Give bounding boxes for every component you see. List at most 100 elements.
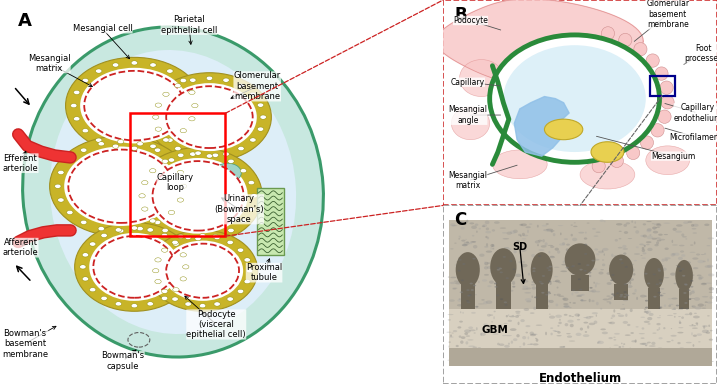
Ellipse shape: [635, 339, 637, 343]
Ellipse shape: [237, 248, 244, 252]
Ellipse shape: [454, 280, 460, 282]
Ellipse shape: [478, 303, 485, 305]
Ellipse shape: [601, 362, 606, 363]
Ellipse shape: [685, 284, 688, 286]
Ellipse shape: [678, 266, 680, 268]
Ellipse shape: [505, 303, 506, 304]
Ellipse shape: [545, 332, 547, 335]
Ellipse shape: [675, 274, 682, 277]
Ellipse shape: [448, 276, 450, 278]
Ellipse shape: [503, 323, 508, 324]
Ellipse shape: [584, 349, 591, 352]
Ellipse shape: [452, 330, 457, 332]
Ellipse shape: [465, 333, 468, 335]
Ellipse shape: [646, 235, 653, 239]
Ellipse shape: [570, 324, 574, 327]
Ellipse shape: [646, 241, 652, 243]
Ellipse shape: [647, 248, 652, 251]
Ellipse shape: [567, 320, 574, 323]
Ellipse shape: [657, 270, 661, 271]
Ellipse shape: [559, 282, 561, 283]
Ellipse shape: [623, 300, 628, 301]
Ellipse shape: [508, 290, 509, 292]
Ellipse shape: [706, 283, 712, 284]
Ellipse shape: [645, 265, 647, 267]
Ellipse shape: [574, 291, 579, 293]
Ellipse shape: [492, 351, 495, 354]
Ellipse shape: [470, 242, 473, 244]
Ellipse shape: [536, 264, 538, 267]
Ellipse shape: [540, 281, 545, 284]
Ellipse shape: [173, 242, 179, 246]
Ellipse shape: [478, 228, 481, 230]
Ellipse shape: [622, 245, 627, 248]
Ellipse shape: [596, 314, 597, 317]
Ellipse shape: [618, 314, 625, 317]
Ellipse shape: [698, 341, 701, 343]
Ellipse shape: [609, 255, 633, 285]
Ellipse shape: [54, 184, 61, 189]
Ellipse shape: [561, 264, 567, 265]
Ellipse shape: [155, 280, 161, 284]
Ellipse shape: [681, 300, 687, 301]
Ellipse shape: [470, 299, 473, 301]
Ellipse shape: [611, 296, 613, 298]
Ellipse shape: [481, 299, 485, 301]
Ellipse shape: [562, 298, 566, 300]
Ellipse shape: [614, 333, 620, 335]
Ellipse shape: [493, 333, 499, 335]
Ellipse shape: [101, 296, 108, 300]
Ellipse shape: [485, 227, 489, 230]
Ellipse shape: [178, 234, 184, 238]
Text: Podocyte
(visceral
epithelial cell): Podocyte (visceral epithelial cell): [186, 310, 246, 339]
Ellipse shape: [633, 273, 635, 276]
Ellipse shape: [611, 262, 612, 265]
Ellipse shape: [600, 328, 606, 330]
Ellipse shape: [685, 308, 689, 310]
Ellipse shape: [708, 237, 714, 239]
Ellipse shape: [621, 262, 624, 264]
Ellipse shape: [653, 227, 655, 230]
Ellipse shape: [637, 351, 642, 354]
Ellipse shape: [498, 358, 503, 360]
Ellipse shape: [703, 261, 706, 262]
Ellipse shape: [460, 291, 463, 293]
Ellipse shape: [503, 286, 505, 289]
Ellipse shape: [597, 341, 604, 344]
Ellipse shape: [458, 259, 462, 261]
Ellipse shape: [680, 295, 686, 296]
Ellipse shape: [180, 78, 186, 83]
Ellipse shape: [95, 69, 102, 73]
Ellipse shape: [626, 269, 630, 273]
Polygon shape: [436, 0, 643, 83]
Ellipse shape: [541, 296, 543, 300]
Ellipse shape: [680, 291, 683, 294]
Ellipse shape: [584, 244, 587, 245]
Ellipse shape: [658, 307, 662, 309]
Ellipse shape: [172, 297, 179, 301]
Ellipse shape: [163, 138, 169, 142]
Ellipse shape: [546, 229, 551, 232]
Ellipse shape: [65, 147, 177, 226]
Ellipse shape: [531, 286, 536, 290]
Ellipse shape: [627, 263, 634, 265]
Ellipse shape: [614, 257, 619, 258]
Ellipse shape: [627, 238, 632, 239]
Ellipse shape: [531, 334, 538, 335]
Ellipse shape: [248, 180, 255, 185]
Ellipse shape: [90, 288, 96, 292]
Ellipse shape: [614, 339, 617, 341]
Ellipse shape: [466, 220, 468, 223]
Ellipse shape: [705, 301, 708, 303]
Ellipse shape: [172, 240, 179, 245]
Ellipse shape: [521, 319, 525, 322]
Ellipse shape: [537, 225, 538, 228]
Ellipse shape: [557, 325, 559, 327]
Ellipse shape: [492, 248, 494, 250]
Ellipse shape: [695, 359, 702, 362]
Ellipse shape: [616, 269, 619, 270]
Ellipse shape: [660, 288, 664, 290]
Ellipse shape: [467, 301, 470, 303]
Ellipse shape: [661, 96, 674, 109]
Ellipse shape: [639, 333, 645, 334]
